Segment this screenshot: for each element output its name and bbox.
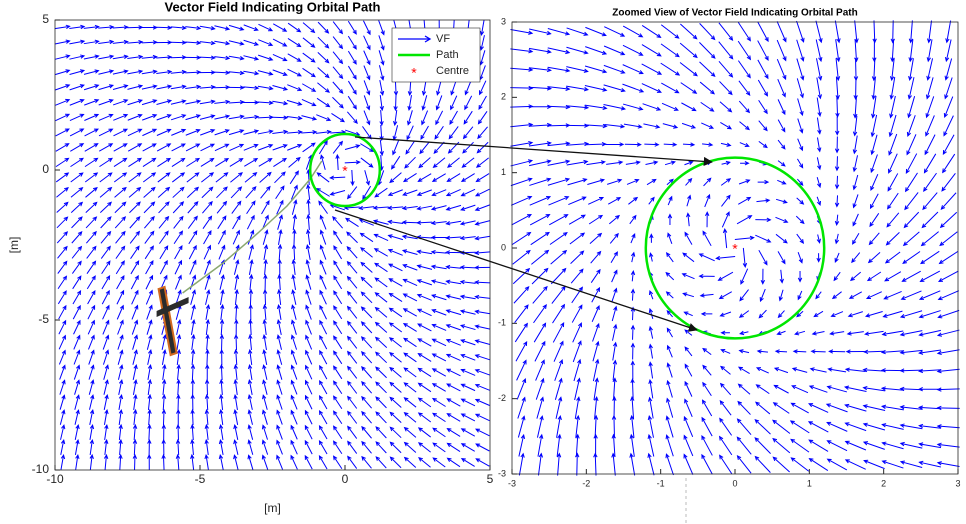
y-tick-label: 0 — [501, 242, 506, 252]
y-tick-label: 3 — [501, 16, 506, 26]
x-tick-label: 3 — [955, 478, 960, 488]
y-axis-label: [m] — [7, 237, 21, 254]
legend-label: Path — [436, 49, 459, 61]
x-tick-label: 1 — [807, 478, 812, 488]
x-tick-label: 0 — [342, 472, 349, 486]
legend-label: Centre — [436, 65, 469, 77]
y-tick-label: -2 — [498, 393, 506, 403]
legend-symbol: * — [411, 65, 417, 81]
y-tick-label: 2 — [501, 92, 506, 102]
x-tick-label: -3 — [508, 478, 516, 488]
y-tick-label: -5 — [38, 312, 49, 326]
y-tick-label: 5 — [42, 12, 49, 26]
x-tick-label: -2 — [582, 478, 590, 488]
y-tick-label: 1 — [501, 167, 506, 177]
chart-title: Vector Field Indicating Orbital Path — [165, 0, 381, 14]
chart-title: Zoomed View of Vector Field Indicating O… — [612, 8, 857, 19]
figure: -10-505-10-505Vector Field Indicating Or… — [0, 0, 966, 524]
centre-marker: * — [732, 241, 738, 257]
legend-label: VF — [436, 33, 450, 45]
x-tick-label: 5 — [487, 472, 494, 486]
y-tick-label: -1 — [498, 318, 506, 328]
y-tick-label: -3 — [498, 468, 506, 478]
x-tick-label: -5 — [195, 472, 206, 486]
y-tick-label: 0 — [42, 162, 49, 176]
x-tick-label: 0 — [732, 478, 737, 488]
x-axis-label: [m] — [264, 501, 281, 515]
x-tick-label: -1 — [657, 478, 665, 488]
x-tick-label: 2 — [881, 478, 886, 488]
y-tick-label: -10 — [32, 462, 50, 476]
centre-marker: * — [342, 163, 348, 179]
